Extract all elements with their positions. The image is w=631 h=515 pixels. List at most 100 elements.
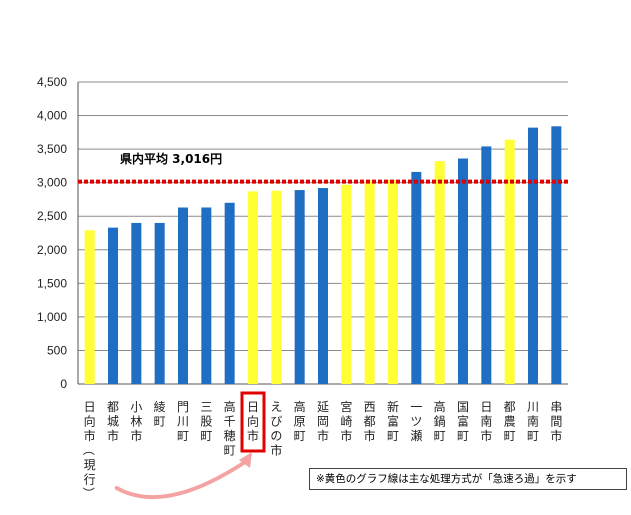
x-tick-label: 向 xyxy=(84,414,96,429)
x-tick-label: 高 xyxy=(224,399,236,414)
x-tick-label: 小 xyxy=(130,400,142,414)
average-label: 県内平均 3,016円 xyxy=(120,151,222,166)
x-tick-label: 市 xyxy=(107,428,119,443)
bar xyxy=(481,146,492,384)
bars xyxy=(84,126,562,384)
x-tick-label: び xyxy=(270,415,282,429)
x-tick-label: ） xyxy=(82,487,96,499)
bar xyxy=(201,207,212,384)
x-category-label: 小林市 xyxy=(130,400,142,443)
x-tick-label: 林 xyxy=(130,415,142,429)
bar xyxy=(178,207,188,384)
x-tick-label: 町 xyxy=(177,429,189,443)
x-category-label: 都城市 xyxy=(107,400,119,443)
x-tick-label: 南 xyxy=(527,414,539,429)
x-tick-label: 三 xyxy=(200,400,212,414)
x-tick-label: 市 xyxy=(130,428,142,443)
x-category-label: 一ツ瀬 xyxy=(410,400,422,443)
x-tick-label: 城 xyxy=(107,415,119,429)
x-tick-label: 都 xyxy=(364,415,376,429)
x-tick-label: ツ xyxy=(410,415,422,429)
bar xyxy=(388,179,398,384)
y-tick-label: 2,500 xyxy=(37,209,67,223)
bar xyxy=(411,171,422,384)
y-tick-label: 4,500 xyxy=(37,75,67,89)
x-tick-label: 鍋 xyxy=(434,414,446,429)
x-category-label: 国富町 xyxy=(457,400,469,443)
x-tick-label: 市 xyxy=(340,428,352,443)
x-tick-label: 市 xyxy=(84,428,96,443)
x-tick-label: 町 xyxy=(200,429,212,443)
x-tick-label: 町 xyxy=(387,429,399,443)
x-tick-label: 富 xyxy=(457,414,469,429)
bar xyxy=(434,161,445,384)
x-category-label: 門川町 xyxy=(177,400,189,443)
x-category-label: 綾町 xyxy=(154,399,166,429)
x-category-label: 西都市 xyxy=(364,400,376,443)
x-tick-label: 町 xyxy=(457,429,469,443)
bar xyxy=(341,184,352,384)
x-category-label: 延岡市 xyxy=(317,400,329,443)
x-tick-label: 行 xyxy=(84,473,96,487)
x-tick-label: 現 xyxy=(84,458,96,472)
x-category-label: 高鍋町 xyxy=(434,399,446,443)
bar xyxy=(154,222,165,384)
bar xyxy=(248,191,258,384)
x-tick-label: 市 xyxy=(480,428,492,443)
x-category-label: 川南町 xyxy=(527,400,539,443)
x-tick-label: 富 xyxy=(387,414,399,429)
x-tick-label: 川 xyxy=(527,400,539,414)
x-category-label: 串間市 xyxy=(550,400,562,443)
x-tick-label: 向 xyxy=(247,414,259,429)
x-tick-label: 市 xyxy=(317,428,329,443)
x-category-label: 新富町 xyxy=(387,399,399,443)
x-tick-label: （ xyxy=(82,443,96,455)
x-tick-label: 宮 xyxy=(340,399,352,414)
x-tick-label: 新 xyxy=(387,399,399,414)
x-category-label: 日向市 xyxy=(247,400,259,443)
x-tick-label: 町 xyxy=(504,429,516,443)
y-tick-label: 3,500 xyxy=(37,142,67,156)
x-tick-label: 崎 xyxy=(340,415,352,429)
x-tick-label: 門 xyxy=(177,400,189,414)
y-tick-label: 3,000 xyxy=(37,176,67,190)
x-category-label: 宮崎市 xyxy=(340,399,352,443)
x-tick-label: え xyxy=(270,400,282,414)
arrow-curve xyxy=(114,460,247,500)
x-tick-label: 町 xyxy=(224,444,236,458)
x-tick-label: 高 xyxy=(434,399,446,414)
x-tick-label: 都 xyxy=(107,400,119,414)
bar xyxy=(294,190,305,384)
x-tick-label: 市 xyxy=(270,443,282,458)
x-tick-label: 市 xyxy=(364,428,376,443)
y-tick-label: 4,000 xyxy=(37,109,67,123)
x-tick-label: 国 xyxy=(457,400,469,414)
highlight-box xyxy=(240,391,266,453)
x-tick-label: 綾 xyxy=(154,399,166,414)
bar xyxy=(318,188,328,384)
x-tick-label: 町 xyxy=(434,429,446,443)
bar xyxy=(108,227,118,384)
x-tick-label: 間 xyxy=(550,415,562,429)
x-tick-label: 岡 xyxy=(317,415,329,429)
x-tick-label: 瀬 xyxy=(410,429,422,443)
bar xyxy=(504,139,515,384)
x-tick-label: 都 xyxy=(504,400,516,414)
x-tick-label: 高 xyxy=(294,399,306,414)
annotation-note: ※黄色のグラフ線は主な処理方式が「急速ろ過」を示す xyxy=(309,468,627,490)
x-tick-label: 南 xyxy=(480,414,492,429)
x-tick-label: 日 xyxy=(84,400,96,414)
x-tick-label: 千 xyxy=(224,415,236,429)
bar xyxy=(131,222,142,384)
x-tick-label: の xyxy=(270,429,282,443)
bar xyxy=(458,158,468,384)
bar xyxy=(528,127,538,384)
y-tick-label: 500 xyxy=(47,343,67,357)
x-tick-label: 一 xyxy=(410,400,422,414)
x-category-label: 三股町 xyxy=(200,400,212,443)
y-axis-ticks: 0 500 1,000 1,500 2,000 2,500 3,000 3,500 4,000 4… xyxy=(37,75,67,391)
bar xyxy=(271,190,282,384)
y-tick-label: 0 xyxy=(60,377,67,391)
